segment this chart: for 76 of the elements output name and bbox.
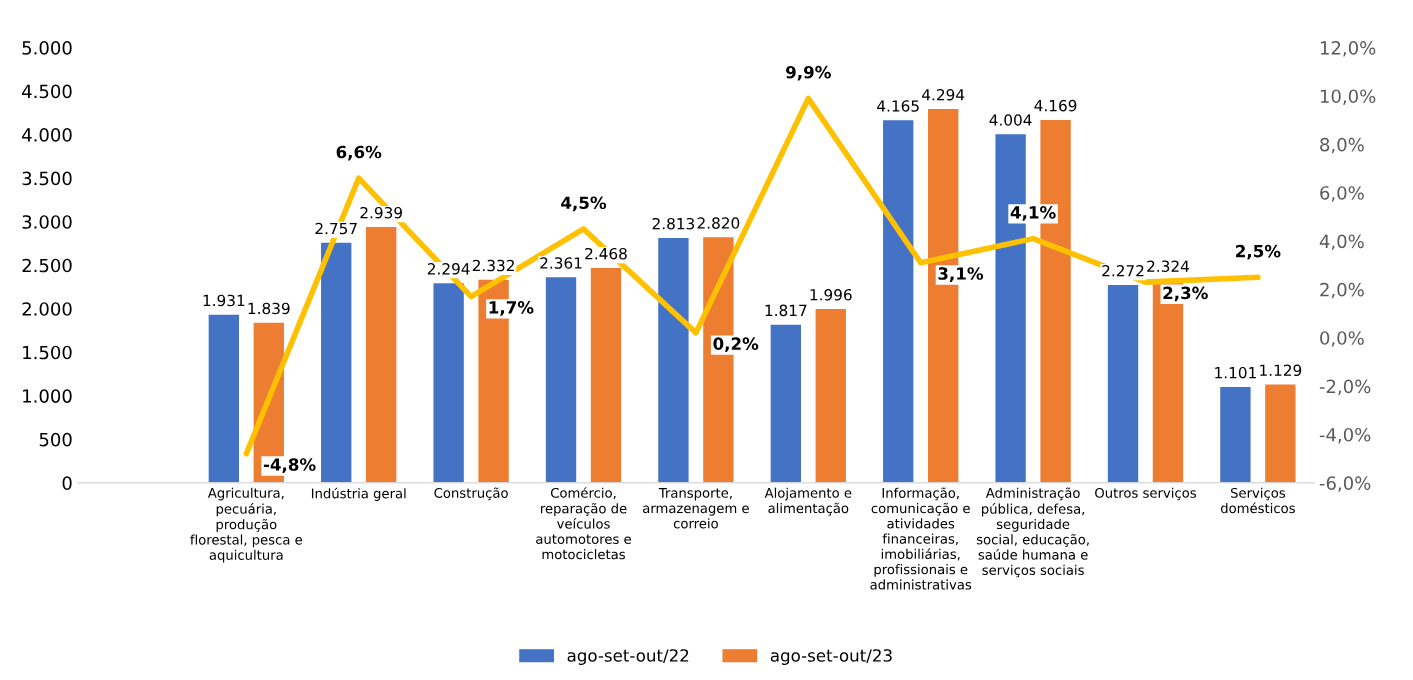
y-tick-label: 3.500	[22, 171, 72, 186]
x-tick-label: Administração pública, defesa, seguridade social, educação, saúde humana e serviços sociais	[976, 487, 1089, 578]
data-label: 4.169	[1034, 99, 1077, 112]
x-tick-label: Serviços domésticos	[1220, 487, 1295, 514]
bar	[1107, 285, 1139, 483]
y2-tick-label: 4,0%	[1319, 234, 1364, 250]
y2-tick-label: -4,0%	[1319, 427, 1371, 444]
y2-tick-label: 8,0%	[1320, 137, 1364, 154]
y-tick-label: 0	[62, 476, 72, 490]
y2-tick-label: 2,0%	[1320, 282, 1364, 299]
data-label: 1.129	[1260, 364, 1302, 377]
data-label: 1.101	[1215, 366, 1256, 379]
data-label: 4.165	[877, 100, 919, 112]
data-label: 2.813	[652, 217, 695, 230]
y2-tick-label: 0,0%	[1320, 331, 1364, 347]
y2-tick-label: 12,0%	[1320, 41, 1376, 57]
x-tick-label: Construção	[434, 487, 508, 501]
bar	[815, 309, 846, 483]
y-tick-label: 1.500	[23, 345, 72, 360]
data-label: 0,2%	[713, 337, 759, 353]
data-label: 1.931	[203, 294, 245, 307]
legend-label: ago-set-out/22	[567, 649, 689, 665]
y2-tick-label: -6,0%	[1319, 476, 1371, 492]
bar	[208, 314, 240, 483]
y-tick-label: 4.000	[22, 128, 72, 142]
data-label: 4,5%	[561, 196, 607, 212]
y-tick-label: 500	[39, 432, 72, 447]
data-label: 2.757	[315, 222, 357, 235]
data-label: 9,9%	[786, 65, 831, 81]
data-label: 1.996	[810, 289, 852, 301]
y-tick-label: 4.500	[22, 84, 72, 99]
data-label: 2.272	[1102, 264, 1144, 277]
bar	[1265, 384, 1296, 483]
y-tick-label: 1.000	[23, 389, 72, 403]
data-label: 2.332	[472, 259, 514, 272]
data-label: 3,1%	[938, 267, 984, 282]
x-tick-label: Comércio, reparação de veículos automotores e motocicletas	[536, 487, 631, 560]
x-tick-label: Indústria geral	[311, 487, 406, 501]
x-tick-label: Informação, comunicação e atividades financeiras, imobiliárias, profissionais e administrativas	[870, 487, 972, 590]
data-label: 2.294	[427, 263, 470, 275]
data-label: 2,3%	[1163, 286, 1208, 302]
x-tick-label: Outros serviços	[1095, 487, 1196, 501]
data-label: -4,8%	[263, 458, 316, 473]
x-tick-label: Agricultura, pecuária, produção florestal, pesca e aquicultura	[190, 487, 303, 563]
y-tick-label: 3.000	[22, 215, 72, 229]
bar	[590, 267, 622, 483]
data-label: 2.939	[360, 206, 402, 219]
bar	[433, 283, 464, 483]
bar	[770, 324, 801, 483]
data-label: 2.324	[1147, 260, 1189, 272]
data-label: 1,7%	[489, 301, 534, 316]
y-tick-label: 2.500	[22, 258, 72, 273]
data-label: 4.004	[989, 114, 1032, 126]
legend-label: ago-set-out/23	[770, 649, 892, 665]
bar	[883, 120, 914, 483]
data-label: 1.839	[248, 302, 290, 315]
x-tick-label: Transporte, armazenagem e correio	[643, 488, 749, 529]
y2-tick-label: -2,0%	[1319, 379, 1371, 396]
y2-tick-label: 10,0%	[1320, 89, 1376, 105]
data-label: 2,5%	[1236, 244, 1281, 260]
y-tick-label: 2.000	[22, 302, 72, 316]
data-label: 6,6%	[336, 145, 382, 161]
y-tick-label: 5.000	[22, 41, 72, 55]
bar	[321, 242, 352, 483]
data-label: 2.468	[585, 247, 627, 260]
y2-tick-label: 6,0%	[1320, 186, 1364, 202]
data-label: 2.820	[697, 217, 740, 229]
x-tick-label: Alojamento e alimentação	[764, 487, 852, 516]
data-label: 4,1%	[1010, 206, 1056, 221]
bar	[366, 226, 397, 483]
bar	[545, 277, 577, 483]
bar	[658, 237, 689, 483]
data-label: 2.361	[540, 257, 582, 269]
bar	[1220, 386, 1251, 483]
data-label: 4.294	[922, 88, 965, 101]
data-label: 1.817	[765, 304, 807, 317]
